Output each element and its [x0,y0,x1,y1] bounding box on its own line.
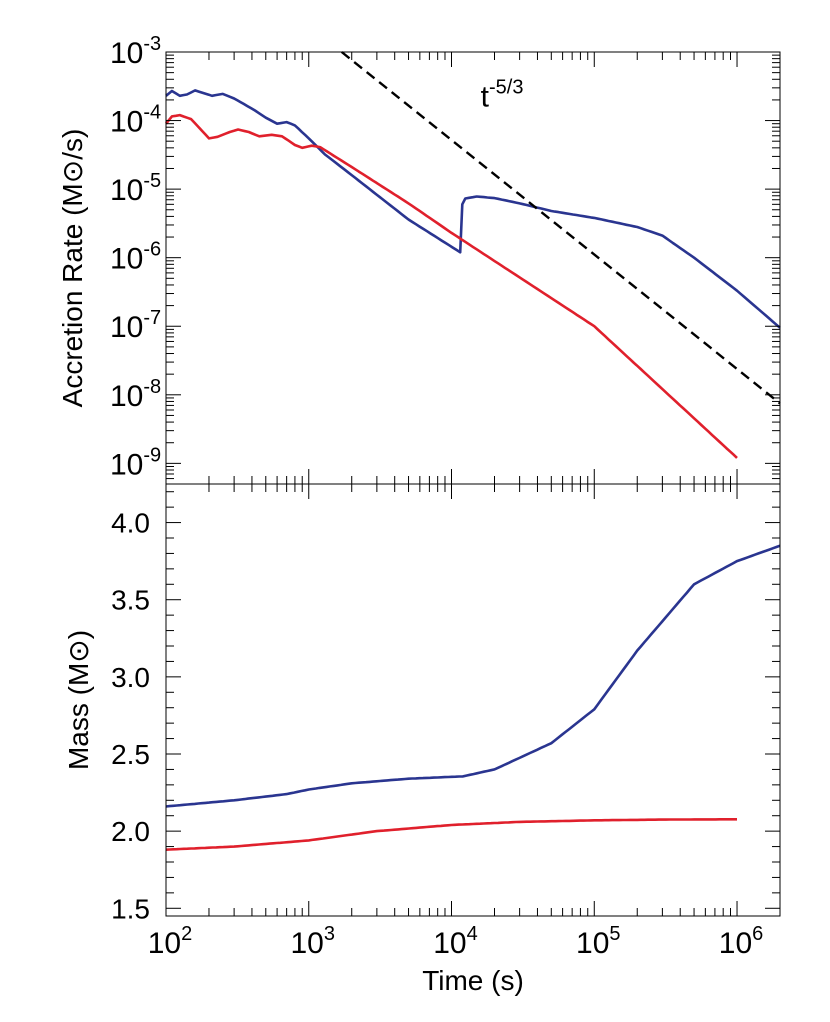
y-tick-label: 3.0 [111,662,150,693]
mass-line [165,544,781,808]
accretion-rate-line [164,113,738,459]
x-tick-label: 103 [291,923,336,960]
bottom-panel-frame [165,483,781,917]
top-y-axis-label: Accretion Rate (M⊙/s) [57,129,88,408]
y-tick-label: 10-3 [110,33,161,70]
y-tick-label: 10-8 [110,376,161,413]
t-power-law-annotation: t-5/3 [481,77,524,114]
y-tick-label: 1.5 [111,893,150,924]
y-tick-label: 10-4 [110,102,161,139]
bottom-panel: 1.5 2.0 2.5 3.0 3.5 4.0 102 103 104 105 106 Mass … [63,483,781,996]
power-law-reference-line [340,51,781,405]
top-panel-ticks [165,52,781,485]
x-tick-label: 104 [433,923,478,960]
y-tick-label: 4.0 [111,508,150,539]
mass-line [165,818,737,851]
x-axis-label: Time (s) [422,965,524,996]
bottom-panel-series [165,544,781,851]
top-panel-y-tick-labels: 10-3 10-4 10-5 10-6 10-7 10-8 10-9 [110,33,161,481]
x-tick-label: 105 [576,923,621,960]
bottom-y-axis-label: Mass (M⊙) [63,630,94,770]
y-tick-label: 3.5 [111,585,150,616]
bottom-panel-y-tick-labels: 1.5 2.0 2.5 3.0 3.5 4.0 [111,508,150,925]
bottom-panel-ticks [165,484,781,916]
y-tick-label: 10-9 [110,444,161,481]
top-panel: 10-3 10-4 10-5 10-6 10-7 10-8 10-9 Accretion R… [57,33,781,485]
x-tick-labels: 102 103 104 105 106 [148,923,764,960]
y-tick-label: 2.0 [111,816,150,847]
y-tick-label: 2.5 [111,739,150,770]
top-panel-series [164,51,781,459]
y-tick-label: 10-6 [110,239,161,276]
top-panel-frame [165,51,781,485]
x-tick-label: 102 [148,923,193,960]
y-tick-label: 10-7 [110,307,161,344]
accretion-rate-line [165,89,781,329]
y-tick-label: 10-5 [110,170,161,207]
x-tick-label: 106 [719,923,764,960]
